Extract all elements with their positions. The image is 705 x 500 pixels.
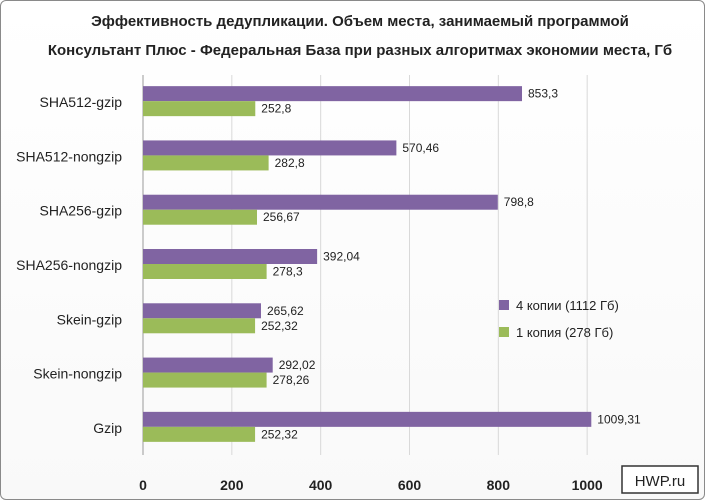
x-tick-600: 600 [398, 477, 422, 493]
x-tick-labels: 0 200 400 600 800 1000 [139, 477, 603, 493]
chart-title: Эффективность дедупликации. Объем места,… [48, 13, 672, 59]
category-label-sha512-gzip: SHA512-gzip [40, 94, 123, 110]
x-tick-400: 400 [309, 477, 333, 493]
x-tick-0: 0 [139, 477, 147, 493]
chart-title-line-2: Консультант Плюс - Федеральная База при … [48, 42, 672, 59]
category-label-skein-gzip: Skein-gzip [57, 311, 123, 327]
bar-sha512-nongzip-series-2 [143, 155, 269, 171]
watermark: HWP.ru [635, 473, 686, 490]
legend-swatch-1-copy [499, 327, 509, 337]
bar-sha256-gzip-series-2 [143, 209, 258, 225]
bar-sha256-gzip-series-1 [143, 194, 498, 210]
data-label-sha512-nongzip-series-2: 282,8 [275, 156, 305, 170]
data-label-skein-nongzip-series-2: 278,26 [273, 373, 310, 387]
data-label-skein-nongzip-series-1: 292,02 [279, 358, 316, 372]
data-label-gzip-series-2: 252,32 [261, 427, 298, 441]
data-label-sha512-gzip-series-1: 853,3 [528, 87, 558, 101]
category-label-gzip: Gzip [93, 420, 122, 436]
bar-gzip-series-2 [143, 426, 256, 442]
category-label-sha256-nongzip: SHA256-nongzip [16, 257, 122, 273]
data-label-gzip-series-1: 1009,31 [597, 412, 641, 426]
data-label-skein-gzip-series-2: 252,32 [261, 319, 298, 333]
data-label-sha512-gzip-series-2: 252,8 [261, 102, 291, 116]
data-label-skein-gzip-series-1: 265,62 [267, 304, 304, 318]
data-label-sha256-nongzip-series-2: 278,3 [273, 265, 303, 279]
x-tick-200: 200 [220, 477, 244, 493]
x-tick-1000: 1000 [572, 477, 603, 493]
bar-skein-gzip-series-2 [143, 318, 256, 334]
category-labels: SHA512-gzip SHA512-nongzip SHA256-gzip SHA2… [16, 94, 122, 436]
bars [143, 86, 592, 442]
bar-skein-nongzip-series-2 [143, 372, 267, 388]
category-label-sha512-nongzip: SHA512-nongzip [16, 148, 122, 164]
data-label-sha512-nongzip-series-1: 570,46 [402, 141, 439, 155]
chart-title-line-1: Эффективность дедупликации. Объем места,… [91, 13, 629, 30]
bar-skein-gzip-series-1 [143, 303, 261, 319]
x-tick-800: 800 [487, 477, 511, 493]
legend-swatch-4-copies [499, 300, 509, 310]
legend-label-4-copies: 4 копии (1112 Гб) [516, 298, 619, 313]
bar-sha512-gzip-series-1 [143, 86, 523, 102]
legend: 4 копии (1112 Гб) 1 копия (278 Гб) [499, 298, 619, 340]
bar-sha512-nongzip-series-1 [143, 140, 397, 156]
category-label-skein-nongzip: Skein-nongzip [33, 366, 122, 382]
category-label-sha256-gzip: SHA256-gzip [40, 203, 123, 219]
bar-gzip-series-1 [143, 411, 592, 427]
bar-sha256-nongzip-series-1 [143, 249, 318, 264]
bar-skein-nongzip-series-1 [143, 357, 273, 373]
data-label-sha256-nongzip-series-1: 392,04 [323, 250, 360, 264]
data-label-sha256-gzip-series-2: 256,67 [263, 210, 300, 224]
legend-label-1-copy: 1 копия (278 Гб) [516, 325, 613, 340]
watermark-box [621, 465, 699, 494]
data-labels: 853,3 252,8 570,46 282,8 798,8 256,67 392,04 27… [261, 87, 641, 442]
data-label-sha256-gzip-series-1: 798,8 [504, 195, 534, 209]
bar-sha512-gzip-series-2 [143, 101, 256, 117]
bar-sha256-nongzip-series-2 [143, 264, 267, 279]
